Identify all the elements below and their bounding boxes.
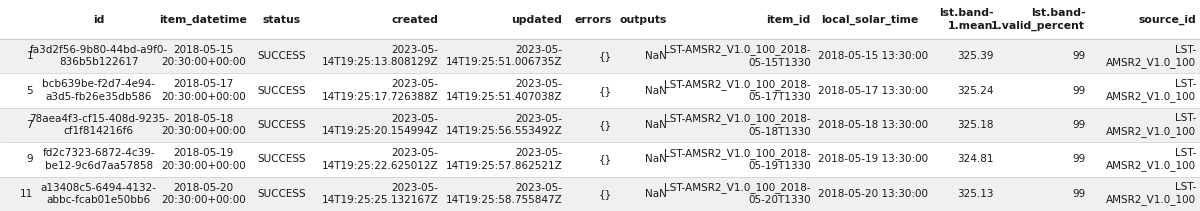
Text: 2023-05-
14T19:25:20.154994Z: 2023-05- 14T19:25:20.154994Z — [322, 114, 438, 136]
Text: id: id — [94, 15, 104, 24]
Text: 2018-05-20
20:30:00+00:00: 2018-05-20 20:30:00+00:00 — [161, 183, 246, 205]
Text: 2023-05-
14T19:25:13.808129Z: 2023-05- 14T19:25:13.808129Z — [322, 45, 438, 68]
Text: NaN: NaN — [646, 154, 667, 164]
Text: LST-AMSR2_V1.0_100_2018-
05-17T1330: LST-AMSR2_V1.0_100_2018- 05-17T1330 — [664, 79, 811, 102]
Text: NaN: NaN — [646, 189, 667, 199]
Text: SUCCESS: SUCCESS — [257, 51, 306, 61]
Text: {}: {} — [599, 86, 612, 96]
Text: LST-AMSR2_V1.0_100_2018-
05-20T1330: LST-AMSR2_V1.0_100_2018- 05-20T1330 — [664, 182, 811, 206]
Text: 2018-05-15 13:30:00: 2018-05-15 13:30:00 — [818, 51, 928, 61]
Text: 99: 99 — [1072, 120, 1085, 130]
Text: SUCCESS: SUCCESS — [257, 86, 306, 96]
Text: lst.band-
1.mean: lst.band- 1.mean — [940, 8, 994, 31]
Text: 99: 99 — [1072, 154, 1085, 164]
Text: 2018-05-18
20:30:00+00:00: 2018-05-18 20:30:00+00:00 — [161, 114, 246, 136]
Text: 2018-05-17 13:30:00: 2018-05-17 13:30:00 — [818, 86, 928, 96]
Text: {}: {} — [599, 120, 612, 130]
Text: 78aea4f3-cf15-408d-9235-
cf1f814216f6: 78aea4f3-cf15-408d-9235- cf1f814216f6 — [29, 114, 169, 136]
Text: NaN: NaN — [646, 51, 667, 61]
Text: 2018-05-20 13:30:00: 2018-05-20 13:30:00 — [818, 189, 928, 199]
Text: 2023-05-
14T19:25:58.755847Z: 2023-05- 14T19:25:58.755847Z — [445, 183, 563, 205]
Text: 2023-05-
14T19:25:17.726388Z: 2023-05- 14T19:25:17.726388Z — [322, 79, 438, 102]
Text: 2023-05-
14T19:25:51.006735Z: 2023-05- 14T19:25:51.006735Z — [446, 45, 563, 68]
FancyBboxPatch shape — [0, 73, 1200, 108]
Text: 2023-05-
14T19:25:56.553492Z: 2023-05- 14T19:25:56.553492Z — [445, 114, 563, 136]
Text: LST-
AMSR2_V1.0_100: LST- AMSR2_V1.0_100 — [1106, 182, 1196, 206]
Text: LST-
AMSR2_V1.0_100: LST- AMSR2_V1.0_100 — [1106, 113, 1196, 137]
Text: 9: 9 — [26, 154, 34, 164]
Text: {}: {} — [599, 51, 612, 61]
Text: fa3d2f56-9b80-44bd-a9f0-
836b5b122617: fa3d2f56-9b80-44bd-a9f0- 836b5b122617 — [30, 45, 168, 68]
Text: SUCCESS: SUCCESS — [257, 154, 306, 164]
Text: 99: 99 — [1072, 86, 1085, 96]
Text: updated: updated — [511, 15, 563, 24]
Text: bcb639be-f2d7-4e94-
a3d5-fb26e35db586: bcb639be-f2d7-4e94- a3d5-fb26e35db586 — [42, 79, 155, 102]
Text: 2018-05-18 13:30:00: 2018-05-18 13:30:00 — [818, 120, 928, 130]
Text: LST-
AMSR2_V1.0_100: LST- AMSR2_V1.0_100 — [1106, 45, 1196, 68]
Text: a13408c5-6494-4132-
abbc-fcab01e50bb6: a13408c5-6494-4132- abbc-fcab01e50bb6 — [41, 183, 157, 205]
Text: 2023-05-
14T19:25:57.862521Z: 2023-05- 14T19:25:57.862521Z — [445, 148, 563, 171]
Text: SUCCESS: SUCCESS — [257, 189, 306, 199]
Text: LST-
AMSR2_V1.0_100: LST- AMSR2_V1.0_100 — [1106, 79, 1196, 102]
Text: created: created — [391, 15, 438, 24]
Text: 11: 11 — [19, 189, 34, 199]
Text: LST-AMSR2_V1.0_100_2018-
05-19T1330: LST-AMSR2_V1.0_100_2018- 05-19T1330 — [664, 148, 811, 171]
Text: 7: 7 — [26, 120, 34, 130]
Text: 2018-05-15
20:30:00+00:00: 2018-05-15 20:30:00+00:00 — [161, 45, 246, 68]
Text: 2023-05-
14T19:25:25.132167Z: 2023-05- 14T19:25:25.132167Z — [322, 183, 438, 205]
Text: 1: 1 — [26, 51, 34, 61]
FancyBboxPatch shape — [0, 39, 1200, 73]
Text: local_solar_time: local_solar_time — [821, 14, 918, 25]
Text: 325.18: 325.18 — [958, 120, 994, 130]
FancyBboxPatch shape — [0, 177, 1200, 211]
Text: 5: 5 — [26, 86, 34, 96]
Text: item_id: item_id — [767, 14, 811, 25]
Text: NaN: NaN — [646, 86, 667, 96]
Text: LST-
AMSR2_V1.0_100: LST- AMSR2_V1.0_100 — [1106, 148, 1196, 171]
Text: errors: errors — [575, 15, 612, 24]
Text: status: status — [263, 15, 301, 24]
Text: lst.band-
1.valid_percent: lst.band- 1.valid_percent — [991, 8, 1085, 31]
Text: {}: {} — [599, 189, 612, 199]
FancyBboxPatch shape — [0, 0, 1200, 39]
Text: 99: 99 — [1072, 189, 1085, 199]
Text: LST-AMSR2_V1.0_100_2018-
05-18T1330: LST-AMSR2_V1.0_100_2018- 05-18T1330 — [664, 113, 811, 137]
Text: 324.81: 324.81 — [958, 154, 994, 164]
Text: 325.39: 325.39 — [958, 51, 994, 61]
Text: outputs: outputs — [619, 15, 667, 24]
Text: fd2c7323-6872-4c39-
be12-9c6d7aa57858: fd2c7323-6872-4c39- be12-9c6d7aa57858 — [42, 148, 155, 171]
Text: 2018-05-17
20:30:00+00:00: 2018-05-17 20:30:00+00:00 — [161, 79, 246, 102]
Text: 325.13: 325.13 — [958, 189, 994, 199]
Text: SUCCESS: SUCCESS — [257, 120, 306, 130]
Text: {}: {} — [599, 154, 612, 164]
Text: 2018-05-19 13:30:00: 2018-05-19 13:30:00 — [818, 154, 928, 164]
Text: source_id: source_id — [1139, 14, 1196, 25]
Text: item_datetime: item_datetime — [160, 14, 247, 25]
Text: 99: 99 — [1072, 51, 1085, 61]
Text: 2018-05-19
20:30:00+00:00: 2018-05-19 20:30:00+00:00 — [161, 148, 246, 171]
Text: LST-AMSR2_V1.0_100_2018-
05-15T1330: LST-AMSR2_V1.0_100_2018- 05-15T1330 — [664, 45, 811, 68]
Text: 2023-05-
14T19:25:22.625012Z: 2023-05- 14T19:25:22.625012Z — [322, 148, 438, 171]
Text: 325.24: 325.24 — [958, 86, 994, 96]
Text: 2023-05-
14T19:25:51.407038Z: 2023-05- 14T19:25:51.407038Z — [446, 79, 563, 102]
FancyBboxPatch shape — [0, 108, 1200, 142]
Text: NaN: NaN — [646, 120, 667, 130]
FancyBboxPatch shape — [0, 142, 1200, 177]
